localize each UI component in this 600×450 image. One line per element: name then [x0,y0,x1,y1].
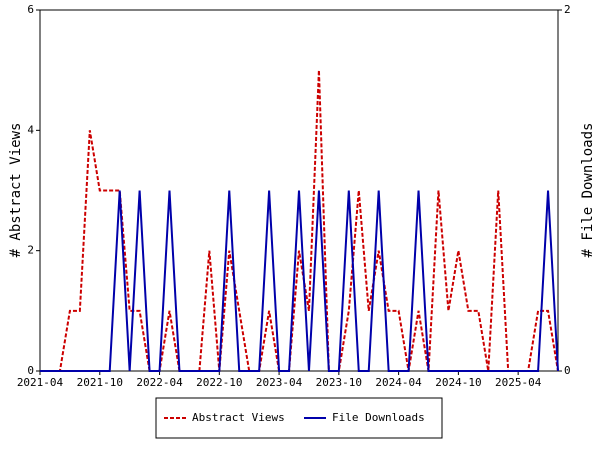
x-tick-label: 2024-10 [435,376,481,389]
legend-label: Abstract Views [192,411,285,424]
legend-label: File Downloads [332,411,425,424]
y-axis-label: # Abstract Views [8,123,24,258]
y-tick-label: 6 [27,3,34,16]
plot-frame [39,9,559,372]
x-tick-label: 2023-10 [316,376,362,389]
y2-tick-label: 2 [564,3,571,16]
x-tick-label: 2024-04 [375,376,422,389]
x-tick-label: 2025-04 [495,376,542,389]
y2-tick-label: 0 [564,364,571,377]
x-tick-label: 2021-04 [17,376,64,389]
y-tick-label: 2 [27,244,34,257]
legend-box [155,397,443,439]
x-tick-label: 2021-10 [77,376,123,389]
series-line [40,70,559,372]
y-tick-label: 4 [27,123,34,136]
x-tick-label: 2022-04 [136,376,183,389]
y2-axis-label: # File Downloads [580,123,596,258]
x-tick-label: 2023-04 [256,376,303,389]
x-tick-label: 2022-10 [196,376,242,389]
y-tick-label: 0 [27,364,34,377]
series-line [40,190,559,372]
